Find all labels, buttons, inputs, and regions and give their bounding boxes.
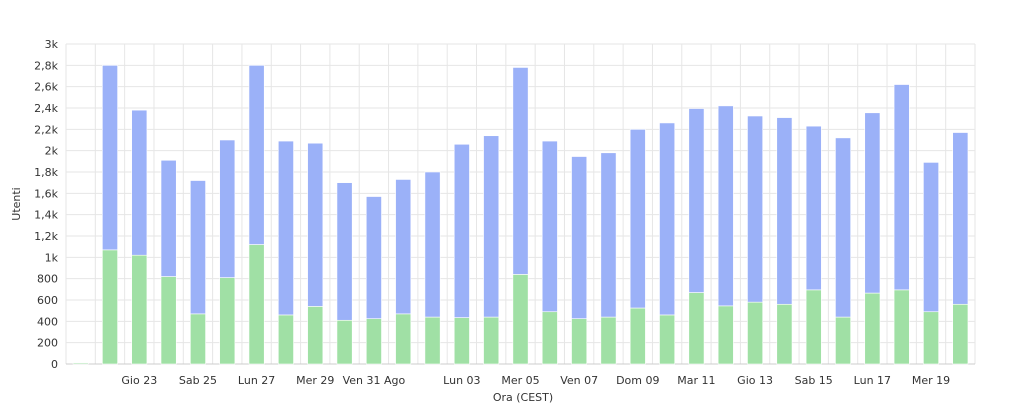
bar-segment-upper[interactable] [688,108,705,293]
bar-segment-lower[interactable] [131,254,148,365]
y-tick-label: 0 [51,358,58,371]
y-tick-label: 1,6k [34,187,58,200]
x-tick-label: Gio 23 [121,374,157,387]
y-tick-label: 2,2k [34,123,58,136]
bar-segment-lower[interactable] [541,311,558,365]
grid-layer [65,43,976,365]
bar-segment-upper[interactable] [131,109,148,256]
x-tick-label: Mer 05 [501,374,539,387]
y-tick-label: 2,6k [34,81,58,94]
bar-segment-upper[interactable] [659,122,676,316]
bar-segment-lower[interactable] [571,318,588,365]
bar-segment-lower[interactable] [512,274,529,365]
bar-segment-lower[interactable] [893,289,910,365]
bar-segment-lower[interactable] [659,314,676,365]
x-tick-label: Ven 07 [560,374,598,387]
bar-segment-lower[interactable] [776,303,793,365]
bar-segment-upper[interactable] [336,182,353,321]
bar-segment-upper[interactable] [600,152,617,318]
bars-layer [72,65,969,365]
bar-segment-upper[interactable] [629,129,646,309]
y-tick-label: 2k [45,145,59,158]
y-tick-label: 2,8k [34,59,58,72]
bar-segment-upper[interactable] [541,140,558,313]
bar-segment-upper[interactable] [893,84,910,291]
x-tick-label: Lun 03 [443,374,480,387]
bar-segment-upper[interactable] [277,140,294,316]
y-tick-label: 3k [45,38,59,51]
bar-segment-upper[interactable] [248,65,265,245]
bar-segment-lower[interactable] [72,362,89,365]
bar-segment-lower[interactable] [365,318,382,365]
bar-segment-lower[interactable] [307,306,324,365]
y-tick-label: 800 [37,273,58,286]
y-tick-label: 1,4k [34,209,58,222]
bar-segment-lower[interactable] [717,305,734,365]
bar-segment-upper[interactable] [923,162,939,313]
bar-segment-upper[interactable] [102,65,118,251]
x-tick-label: Lun 27 [238,374,275,387]
x-tick-label: Gio 13 [737,374,773,387]
bar-segment-upper[interactable] [365,196,382,319]
bar-segment-lower[interactable] [190,313,206,365]
bar-segment-upper[interactable] [483,135,500,318]
bar-segment-lower[interactable] [864,292,881,365]
bar-segment-lower[interactable] [483,316,500,365]
bar-segment-upper[interactable] [747,115,764,303]
bar-segment-upper[interactable] [190,180,206,315]
bar-segment-upper[interactable] [219,139,236,278]
bar-segment-lower[interactable] [629,307,646,365]
bar-segment-lower[interactable] [688,292,705,365]
bar-segment-lower[interactable] [923,311,939,365]
x-tick-label: Mar 11 [677,374,715,387]
y-tick-label: 200 [37,337,58,350]
bar-segment-upper[interactable] [717,105,734,307]
bar-segment-upper[interactable] [512,67,529,275]
bar-segment-upper[interactable] [835,137,851,318]
bar-segment-lower[interactable] [102,249,118,365]
bar-segment-upper[interactable] [776,117,793,305]
y-tick-label: 2,4k [34,102,58,115]
bar-segment-lower[interactable] [424,316,441,365]
x-tick-label: Ven 31 Ago [343,374,406,387]
y-tick-label: 1,2k [34,230,58,243]
bar-segment-lower[interactable] [835,316,851,365]
x-tick-label: Mer 29 [296,374,334,387]
x-tick-label: Sab 15 [795,374,833,387]
x-tick-label: Dom 09 [616,374,659,387]
bar-segment-lower[interactable] [277,314,294,365]
y-tick-label: 600 [37,294,58,307]
bar-segment-upper[interactable] [571,156,588,319]
bar-segment-upper[interactable] [952,132,969,305]
bar-segment-lower[interactable] [600,316,617,365]
bar-segment-lower[interactable] [747,301,764,365]
bar-segment-lower[interactable] [160,276,177,365]
bar-segment-lower[interactable] [805,289,822,365]
bar-segment-lower[interactable] [248,244,265,365]
bar-segment-upper[interactable] [307,142,324,307]
y-tick-label: 400 [37,315,58,328]
bar-segment-upper[interactable] [805,125,822,291]
bar-segment-upper[interactable] [395,179,412,315]
bar-segment-upper[interactable] [453,143,470,318]
axes-layer: 0 200 400 600 800 1k 1,2k 1,4k 1,6k 1,8k 2k 2,2k 2,4… [34,38,950,387]
bar-segment-lower[interactable] [952,303,969,365]
x-tick-label: Mer 19 [912,374,950,387]
bar-segment-lower[interactable] [336,319,353,365]
x-axis-title: Ora (CEST) [493,391,553,404]
bar-segment-lower[interactable] [453,317,470,365]
bar-segment-upper[interactable] [424,171,441,318]
x-tick-label: Lun 17 [854,374,891,387]
bar-segment-upper[interactable] [864,112,881,294]
y-axis-title: Utenti [10,187,23,220]
x-tick-label: Sab 25 [179,374,217,387]
bar-segment-lower[interactable] [219,277,236,365]
bar-segment-upper[interactable] [160,159,177,277]
bar-segment-lower[interactable] [395,313,412,365]
y-tick-label: 1k [45,251,59,264]
y-tick-label: 1,8k [34,166,58,179]
